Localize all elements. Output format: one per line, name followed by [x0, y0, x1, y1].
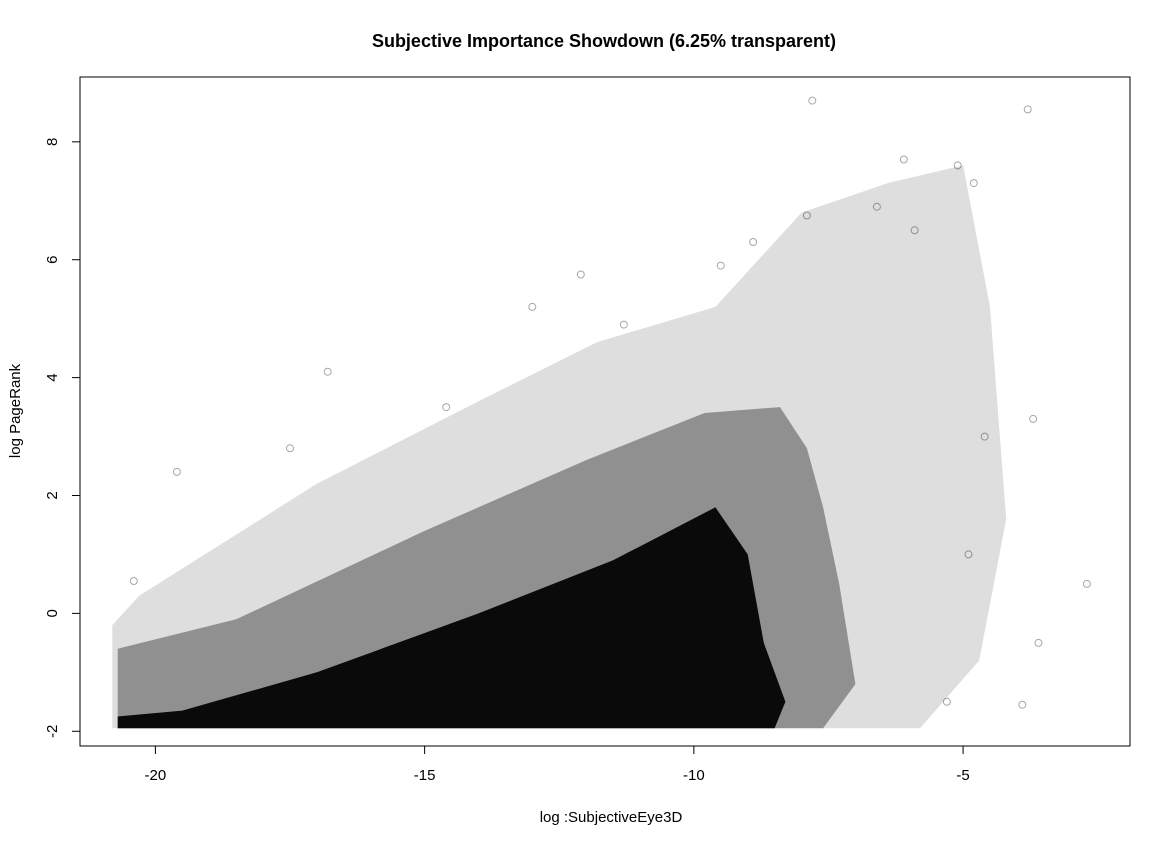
scatter-point	[1023, 105, 1032, 114]
sparse-point-cloud	[112, 165, 1007, 729]
y-tick-label: 2	[44, 491, 61, 499]
y-tick-label: 4	[44, 373, 61, 381]
scatter-point	[808, 96, 817, 105]
y-tick-label: 0	[44, 609, 61, 617]
scatter-point	[1082, 579, 1091, 588]
scatter-point	[172, 467, 181, 476]
scatter-point	[749, 238, 758, 246]
scatter-point	[969, 179, 978, 188]
dense-point-cloud	[117, 507, 786, 729]
x-tick-label: -10	[683, 767, 705, 784]
y-axis: -2 0 2 4 6 8	[44, 138, 81, 738]
y-tick-label: 8	[44, 138, 61, 146]
scatter-point	[442, 403, 451, 412]
scatter-point	[802, 211, 811, 220]
y-tick-label: -2	[44, 725, 61, 738]
scatter-point	[129, 577, 138, 585]
x-tick-label: -5	[956, 767, 969, 784]
scatter-point	[716, 261, 725, 270]
scatter-point	[286, 444, 294, 453]
x-tick-label: -15	[414, 767, 436, 784]
scatter-point	[1034, 638, 1043, 647]
scatter-point	[872, 202, 881, 211]
scatter-point	[323, 367, 332, 376]
scatter-point	[528, 302, 537, 311]
scatter-point	[910, 226, 919, 235]
scatter-point	[964, 550, 973, 559]
scatter-point	[576, 270, 585, 279]
y-tick-label: 6	[44, 256, 61, 264]
scatter-point	[1018, 700, 1027, 709]
scatter-point	[942, 697, 951, 706]
x-axis: -20 -15 -10 -5	[145, 745, 970, 784]
chart-title: Subjective Importance Showdown (6.25% tr…	[372, 31, 836, 51]
scatter-point	[980, 432, 989, 441]
scatter-point	[1029, 414, 1038, 423]
scatter-point	[899, 155, 908, 164]
x-tick-label: -20	[145, 767, 167, 784]
y-axis-label: log PageRank	[7, 363, 24, 458]
scatter-point	[619, 320, 628, 329]
x-axis-label: log :SubjectiveEye3D	[540, 809, 683, 826]
scatter-point	[953, 161, 962, 170]
scatter-points	[112, 96, 1091, 729]
